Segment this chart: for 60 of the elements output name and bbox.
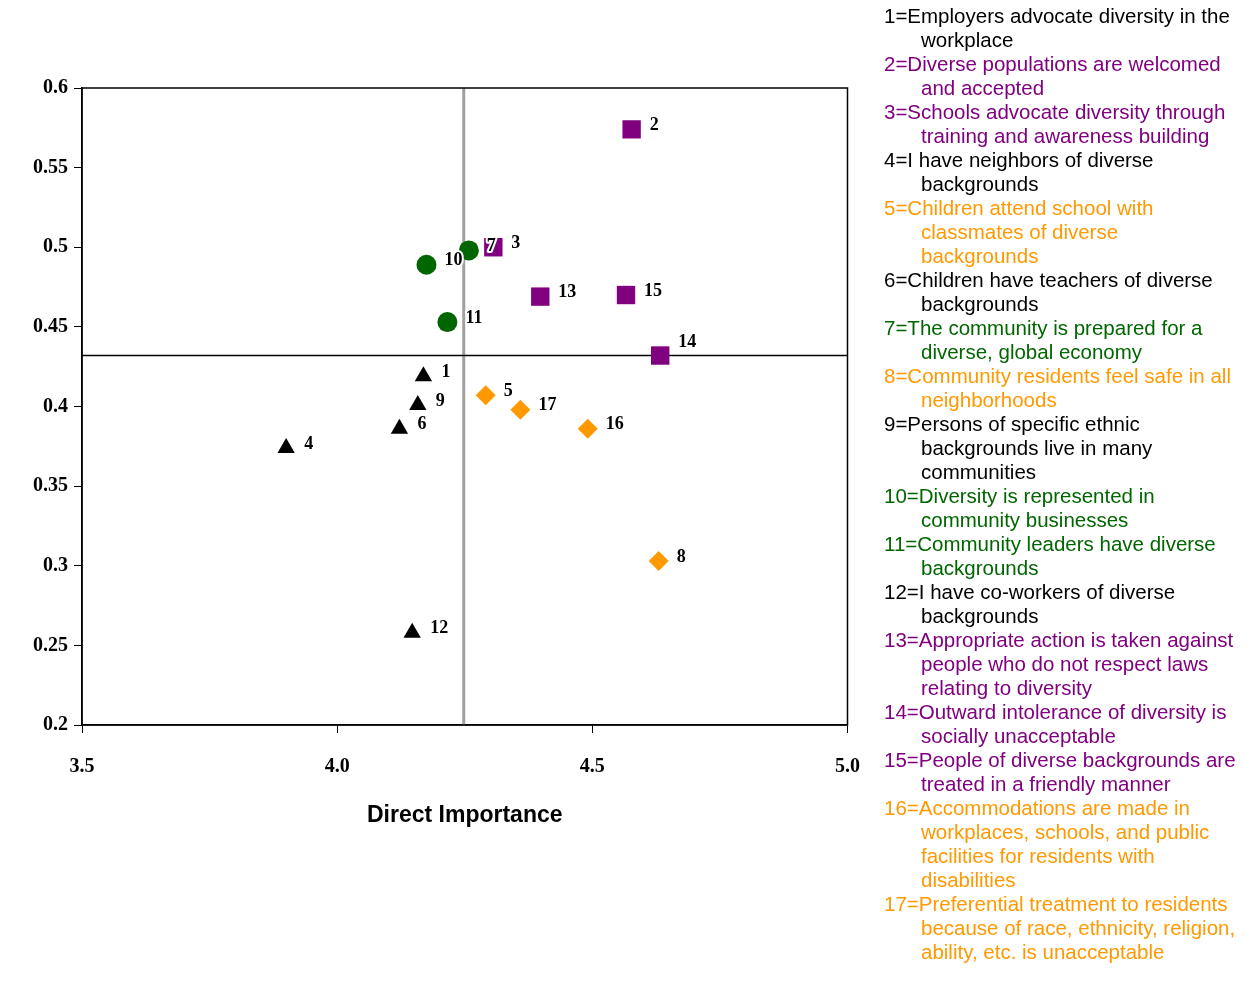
annotation: 15: [644, 279, 663, 300]
text: 1=Employers advocate diversity in the workplace: [884, 4, 1231, 52]
annotation: 7: [486, 235, 496, 256]
point: [651, 346, 670, 365]
text: 10=Diversity is represented in community businesses: [884, 484, 1156, 532]
x-tick-label: 5.0: [835, 754, 860, 777]
text: 16=Accommodations are made in workplaces, schools, and public facilities for residents with disabilities: [884, 796, 1211, 892]
point: [510, 399, 531, 420]
point: [622, 120, 641, 139]
point: [416, 254, 437, 275]
point: [414, 366, 433, 382]
y-tick-label: 0.55: [33, 154, 68, 177]
annotation: 17: [538, 394, 557, 415]
text: 5=Children attend school with classmates of diverse backgrounds: [884, 196, 1155, 268]
y-tick-label: 0.6: [43, 75, 68, 98]
x-tick-label: 4.5: [579, 754, 605, 777]
text: 7=The community is prepared for a diverse, global economy: [884, 316, 1204, 364]
text: 9=Persons of specific ethnic backgrounds live in many communities: [884, 412, 1154, 484]
annotation: 1: [441, 360, 451, 381]
text: 13=Appropriate action is taken against people who do not respect laws relating to diversity: [884, 628, 1235, 700]
point: [648, 550, 669, 571]
x-tick-label: 3.5: [69, 754, 95, 777]
text: 6=Children have teachers of diverse backgrounds: [884, 268, 1214, 316]
text: 11=Community leaders have diverse backgrounds: [884, 532, 1217, 580]
annotation: 9: [435, 389, 445, 410]
annotation: 8: [676, 545, 686, 566]
text: 2=Diverse populations are welcomed and accepted: [884, 52, 1222, 100]
annotation: 16: [605, 413, 624, 434]
y-tick-label: 0.5: [43, 234, 68, 257]
text: 3=Schools advocate diversity through training and awareness building: [884, 100, 1227, 148]
annotation: 10: [444, 249, 463, 270]
point: [437, 312, 458, 333]
text: 12=I have co-workers of diverse backgrounds: [884, 580, 1177, 628]
text: 4=I have neighbors of diverse backgrounds: [884, 148, 1155, 196]
point: [475, 385, 496, 406]
text: 17=Preferential treatment to residents because of race, ethnicity, religion, ability, etc. is unacceptable: [884, 892, 1236, 964]
y-tick-label: 0.45: [33, 314, 68, 337]
annotation: 4: [304, 432, 314, 453]
y-tick-label: 0.25: [33, 632, 68, 655]
point: [616, 285, 636, 305]
text: 8=Community residents feel safe in all neighborhoods: [884, 364, 1232, 412]
annotation: 14: [678, 331, 697, 352]
annotation: 6: [417, 413, 427, 434]
annotation: 5: [503, 380, 513, 401]
point: [403, 622, 421, 638]
annotation: 2: [649, 114, 659, 135]
annotation: 3: [511, 231, 521, 252]
annotation: 13: [558, 281, 577, 302]
annotation: 11: [465, 306, 483, 327]
annotation: 12: [430, 617, 449, 638]
text: 14=Outward intolerance of diversity is socially unacceptable: [884, 700, 1228, 748]
y-tick-label: 0.4: [43, 393, 68, 416]
x-axis-title: Direct Importance: [366, 800, 563, 827]
y-tick-label: 0.35: [33, 473, 68, 496]
text: 15=People of diverse backgrounds are treated in a friendly manner: [884, 748, 1236, 796]
point: [577, 418, 598, 439]
y-tick-label: 0.2: [43, 712, 68, 735]
point: [531, 287, 550, 306]
x-tick-label: 4.0: [324, 754, 350, 777]
y-tick-label: 0.3: [43, 552, 68, 575]
